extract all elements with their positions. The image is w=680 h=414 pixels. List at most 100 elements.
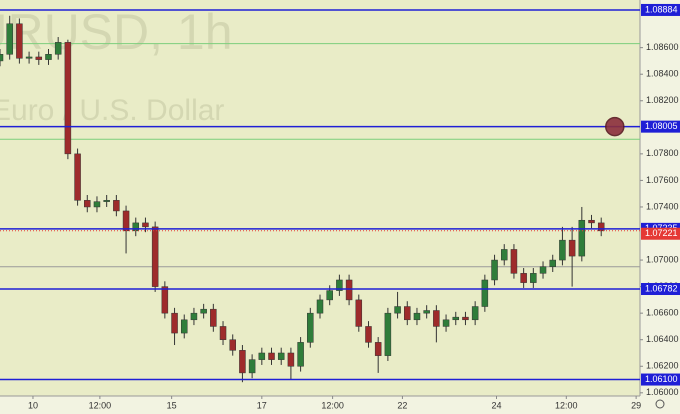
candle-body xyxy=(549,259,556,267)
candle-body xyxy=(326,290,333,301)
candle-body xyxy=(84,200,91,208)
candle-body xyxy=(433,310,440,327)
level-tag xyxy=(641,373,680,386)
x-tick-label: 12:00 xyxy=(555,400,578,410)
watermark: Euro / U.S. Dollar xyxy=(0,94,224,127)
y-tick-label: 1.07400 xyxy=(646,201,679,211)
price-axis xyxy=(640,0,680,414)
candle-body xyxy=(219,326,227,340)
settings-icon[interactable] xyxy=(655,399,665,409)
candle-body xyxy=(132,222,140,232)
y-tick-label: 1.06600 xyxy=(646,308,679,318)
last-price-label: 1.07221 xyxy=(645,228,678,238)
x-tick-label: 24 xyxy=(491,400,501,410)
alert-marker xyxy=(605,116,625,137)
x-tick-label: 10 xyxy=(28,400,38,410)
x-tick-label: 12:00 xyxy=(89,400,112,410)
candle-body xyxy=(568,239,576,257)
candle-body xyxy=(142,222,149,228)
candle-body xyxy=(384,312,392,356)
y-tick-label: 1.08400 xyxy=(646,69,679,79)
x-tick-label: 12:00 xyxy=(321,400,344,410)
candle-body xyxy=(190,312,198,321)
candle-body xyxy=(268,352,275,360)
level-tag xyxy=(641,3,680,16)
candle-body xyxy=(45,54,52,60)
candle-body xyxy=(345,279,353,301)
candle-body xyxy=(297,342,304,367)
candle-body xyxy=(316,299,324,314)
candle-body xyxy=(25,56,33,59)
candle-body xyxy=(248,359,256,374)
candle-body xyxy=(597,222,605,232)
candle-body xyxy=(491,259,498,281)
candle-body xyxy=(93,201,101,208)
candle-body xyxy=(355,299,363,327)
candle-body xyxy=(210,308,217,327)
x-tick-label: 17 xyxy=(257,400,267,410)
candle-body xyxy=(442,319,450,327)
candle-body xyxy=(0,54,4,62)
candle-body xyxy=(171,312,178,334)
candle-body xyxy=(413,312,421,321)
candle-body xyxy=(404,306,411,321)
candle-body xyxy=(200,308,207,314)
candle-body xyxy=(559,239,566,261)
candle-body xyxy=(151,226,159,287)
y-tick-label: 1.07000 xyxy=(646,254,679,264)
y-tick-label: 1.07800 xyxy=(646,148,679,158)
y-tick-label: 1.06000 xyxy=(646,387,679,397)
candle-body xyxy=(307,312,314,343)
candle-body xyxy=(6,23,13,55)
candle-body xyxy=(539,266,547,274)
candle-body xyxy=(103,200,110,202)
candle-body xyxy=(16,23,23,59)
y-tick-label: 1.08600 xyxy=(646,42,679,52)
candle-body xyxy=(336,279,343,291)
level-label: 1.06100 xyxy=(645,374,678,384)
candle-body xyxy=(578,219,586,257)
x-tick-label: 22 xyxy=(397,400,407,410)
candle-body xyxy=(588,219,595,224)
candle-body xyxy=(520,273,527,283)
candle-body xyxy=(64,42,72,155)
candle-body xyxy=(394,306,401,314)
candle-body xyxy=(122,210,130,232)
candle-body xyxy=(374,342,382,356)
level-label: 1.06782 xyxy=(645,283,678,293)
candle-body xyxy=(423,310,430,314)
candle-body xyxy=(452,316,460,321)
candle-body xyxy=(229,339,236,351)
candle-body xyxy=(258,352,266,360)
candle-body xyxy=(277,352,285,360)
candle-body xyxy=(462,316,469,321)
candle-body xyxy=(35,56,43,60)
candle-body xyxy=(180,319,188,334)
level-tag xyxy=(641,120,680,133)
time-axis xyxy=(0,396,680,414)
y-tick-label: 1.08200 xyxy=(646,95,679,105)
y-tick-label: 1.06400 xyxy=(646,334,679,344)
candle-body xyxy=(239,350,246,374)
candle-body xyxy=(161,286,169,314)
candle-body xyxy=(471,306,479,321)
candle-body xyxy=(113,200,120,212)
y-tick-label: 1.07600 xyxy=(646,175,679,185)
candle-body xyxy=(481,279,489,307)
candle-body xyxy=(74,153,81,201)
level-label: 1.08005 xyxy=(645,121,678,131)
candle-body xyxy=(530,273,537,283)
last-price-tag xyxy=(641,227,680,240)
candle-body xyxy=(500,249,508,261)
candle-body xyxy=(54,42,62,55)
level-label: 1.08884 xyxy=(645,4,678,14)
plot xyxy=(0,9,643,399)
candle-body xyxy=(287,352,295,367)
level-tag xyxy=(641,283,680,296)
x-tick-label: 29 xyxy=(631,400,641,410)
candle-body xyxy=(365,326,372,343)
watermark: EURUSD, 1h xyxy=(0,4,233,60)
x-tick-label: 15 xyxy=(167,400,177,410)
